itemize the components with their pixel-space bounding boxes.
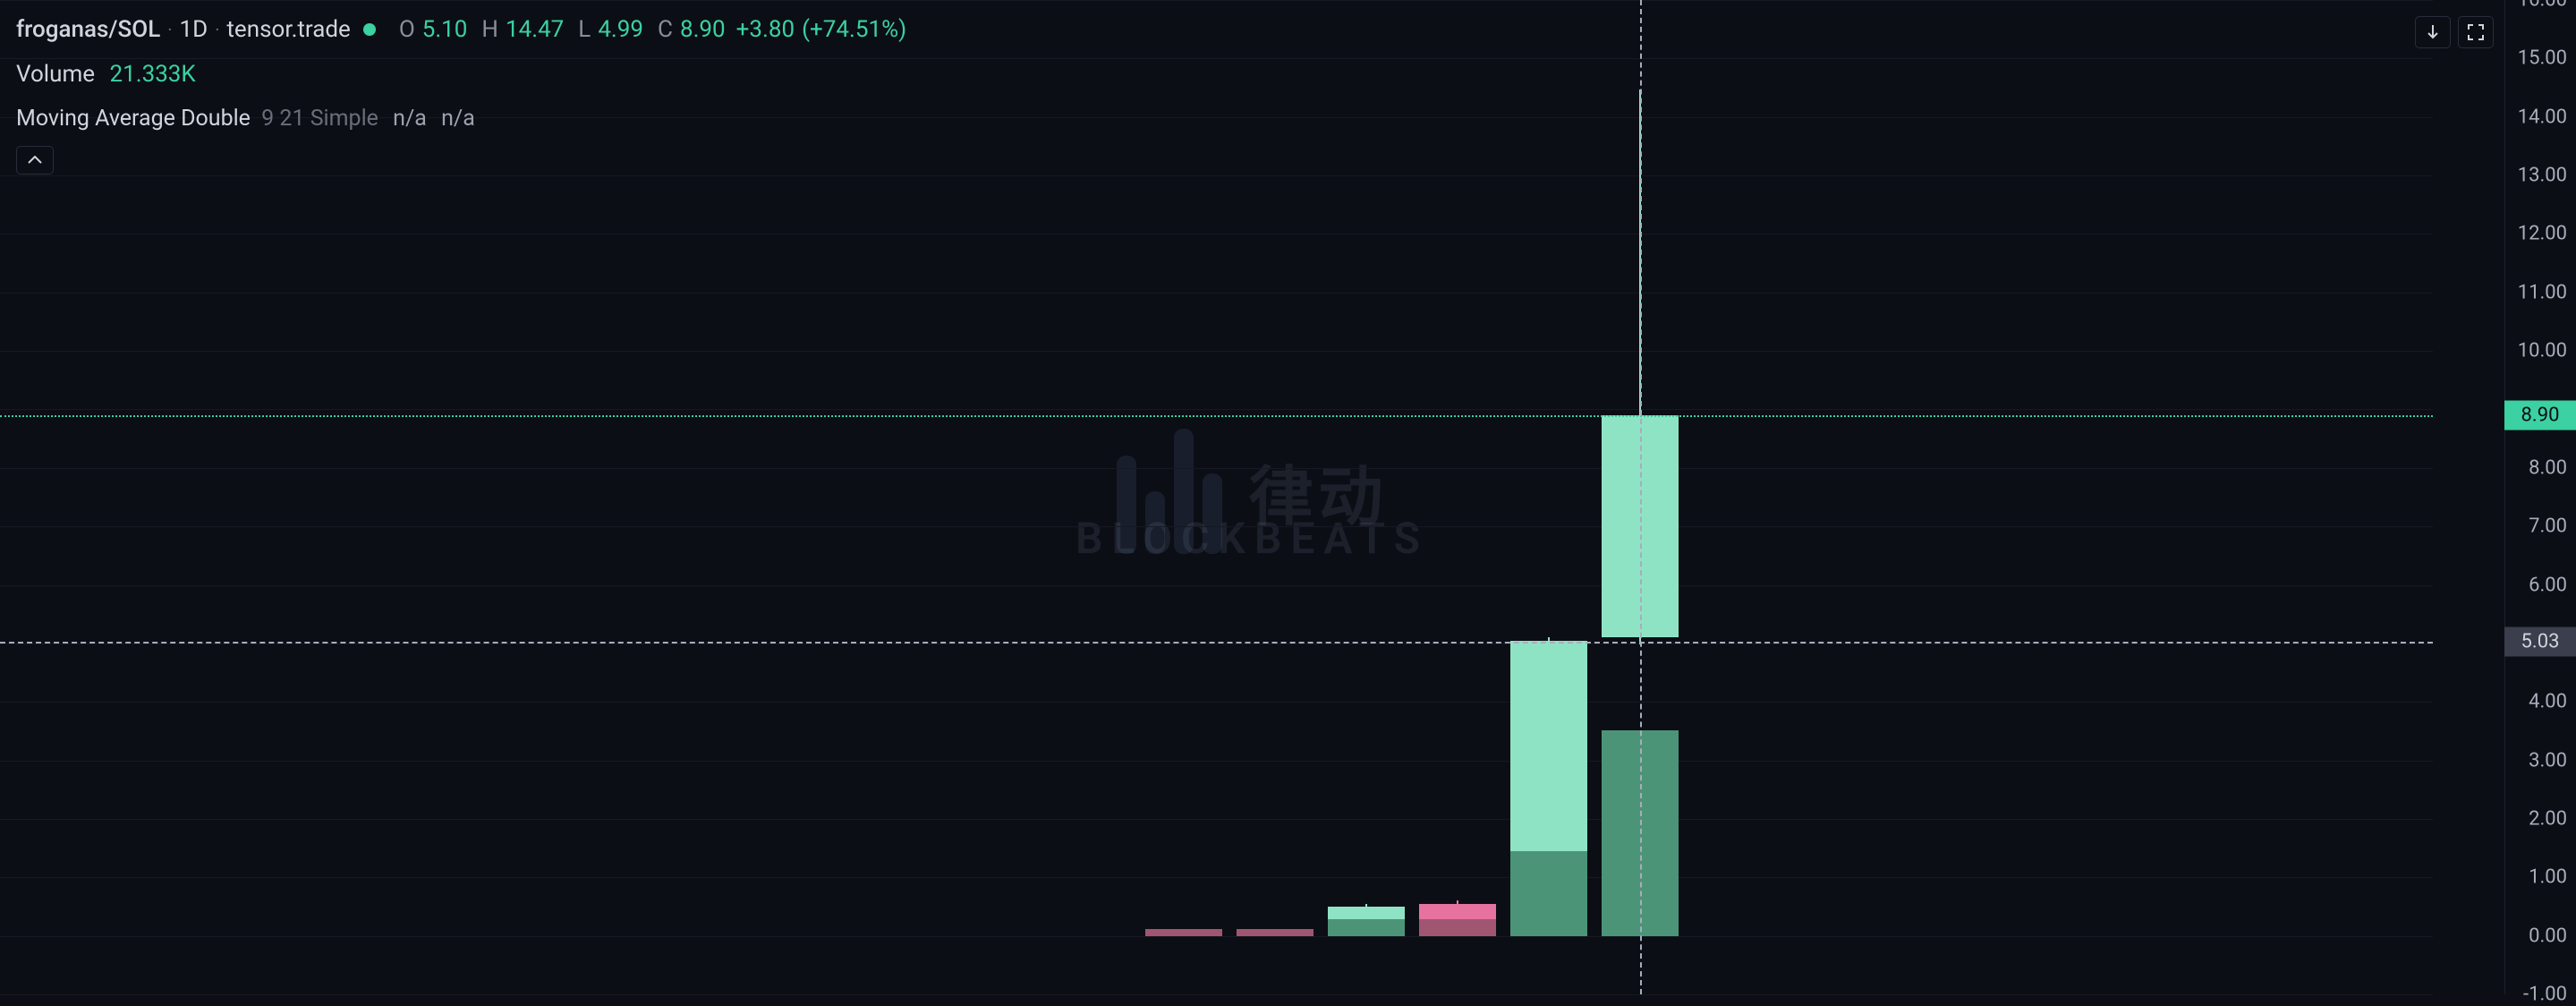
y-axis-tick: 8.00 — [2529, 456, 2567, 479]
grid-line — [0, 175, 2433, 176]
y-axis-tick: 14.00 — [2518, 106, 2567, 128]
ma-row: Moving Average Double 9 21 Simple n/a n/… — [16, 106, 906, 132]
y-axis-tick: 7.00 — [2529, 516, 2567, 538]
grid-line — [0, 585, 2433, 586]
grid-line — [0, 994, 2433, 995]
grid-line — [0, 877, 2433, 878]
volume-bar[interactable] — [1328, 919, 1405, 935]
grid-line — [0, 702, 2433, 703]
volume-label: Volume — [16, 61, 95, 88]
y-axis-tick: 16.00 — [2518, 0, 2567, 12]
symbol-row: froganas/SOL · 1D · tensor.trade O5.10 H… — [16, 16, 906, 43]
y-axis-tick: 12.00 — [2518, 223, 2567, 245]
ma-params: 9 21 Simple — [261, 106, 378, 132]
change-value: +3.80 — [736, 16, 795, 43]
grid-line — [0, 409, 2433, 410]
fullscreen-icon — [2468, 24, 2484, 40]
grid-line — [0, 293, 2433, 294]
close-label: C — [658, 16, 673, 43]
crosshair-price-badge: 5.03 — [2504, 627, 2576, 656]
current-price-line — [0, 415, 2433, 417]
grid-line — [0, 936, 2433, 937]
volume-bar[interactable] — [1237, 929, 1314, 935]
open-value: 5.10 — [422, 16, 468, 43]
current-price-badge: 8.90 — [2504, 401, 2576, 431]
grid-line — [0, 526, 2433, 527]
y-axis-tick: 0.00 — [2529, 925, 2567, 947]
volume-row: Volume 21.333K — [16, 61, 906, 88]
y-axis-tick: 2.00 — [2529, 807, 2567, 830]
y-axis-tick: 13.00 — [2518, 165, 2567, 187]
grid-line — [0, 0, 2433, 1]
chevron-up-icon — [28, 156, 42, 165]
goto-latest-button[interactable] — [2415, 16, 2451, 48]
y-axis[interactable]: -1.000.001.002.003.004.005.006.007.008.0… — [2504, 0, 2576, 994]
fullscreen-button[interactable] — [2458, 16, 2494, 48]
ma-label[interactable]: Moving Average Double — [16, 106, 251, 132]
market-status-icon — [363, 23, 376, 36]
collapse-indicators-button[interactable] — [16, 146, 54, 175]
volume-bar[interactable] — [1419, 919, 1496, 935]
chart-toolbar-top-right — [2415, 16, 2494, 48]
watermark-cn: 律动 — [1248, 444, 1388, 538]
grid-line — [0, 761, 2433, 762]
y-axis-tick: 11.00 — [2518, 281, 2567, 303]
watermark: 律动 — [1116, 429, 1388, 554]
grid-line — [0, 468, 2433, 469]
crosshair-vertical-line — [1640, 0, 1642, 994]
volume-bar[interactable] — [1145, 929, 1222, 935]
data-source[interactable]: tensor.trade — [226, 16, 350, 43]
low-value: 4.99 — [598, 16, 643, 43]
arrow-down-icon — [2426, 24, 2440, 40]
y-axis-tick: 6.00 — [2529, 574, 2567, 596]
y-axis-tick: 4.00 — [2529, 691, 2567, 713]
grid-line — [0, 819, 2433, 820]
interval-label[interactable]: 1D — [180, 16, 208, 43]
ma-value-2: n/a — [441, 106, 475, 132]
y-axis-tick: -1.00 — [2523, 984, 2567, 1006]
crosshair-price-line — [0, 642, 2433, 644]
high-value: 14.47 — [506, 16, 564, 43]
volume-bar[interactable] — [1510, 851, 1587, 936]
watermark-en: BLOCKBEATS — [1075, 513, 1429, 564]
y-axis-tick: 15.00 — [2518, 47, 2567, 70]
change-pct: (+74.51%) — [802, 16, 906, 43]
grid-line — [0, 351, 2433, 352]
ma-value-1: n/a — [393, 106, 427, 132]
volume-value: 21.333K — [110, 61, 196, 88]
symbol-name[interactable]: froganas/SOL — [16, 16, 160, 43]
chart-header: froganas/SOL · 1D · tensor.trade O5.10 H… — [16, 16, 906, 175]
y-axis-tick: 10.00 — [2518, 340, 2567, 362]
low-label: L — [578, 16, 591, 43]
high-label: H — [481, 16, 498, 43]
close-value: 8.90 — [680, 16, 726, 43]
y-axis-tick: 1.00 — [2529, 866, 2567, 889]
y-axis-tick: 3.00 — [2529, 749, 2567, 772]
open-label: O — [399, 16, 415, 43]
